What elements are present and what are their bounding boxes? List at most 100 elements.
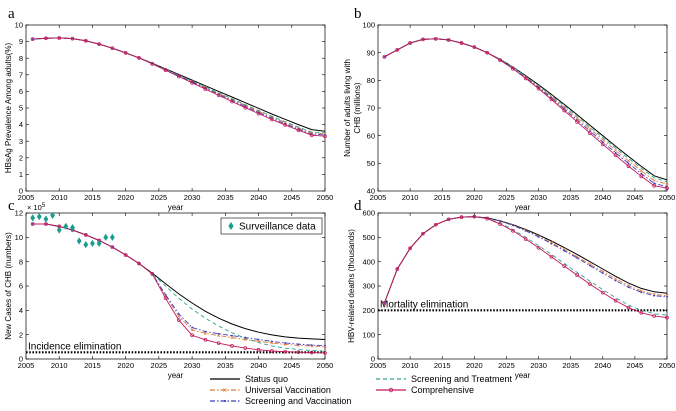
x-tick-label: 2030 (184, 193, 201, 202)
series-point-comprehensive (163, 296, 168, 301)
y-tick-label: 600 (362, 209, 375, 218)
legend-marker-universal-vaccination (223, 388, 227, 392)
series-point-comprehensive (110, 46, 115, 51)
series-point-comprehensive (123, 51, 128, 55)
y-tick-label: 6 (19, 282, 23, 291)
surveillance-point (109, 233, 115, 241)
series-point-comprehensive (472, 45, 477, 49)
series-point-screening-and-vaccination (627, 286, 630, 289)
series-point-screening-and-vaccination (284, 342, 287, 344)
panel-label: a (8, 6, 15, 22)
series-point-comprehensive (511, 66, 515, 71)
plot-frame (25, 24, 326, 192)
series-point-screening-and-vaccination (653, 182, 656, 185)
surveillance-point (63, 222, 69, 230)
series-point-comprehensive (433, 36, 438, 41)
x-tick-label: 2045 (627, 193, 644, 202)
y-tick-label: 2 (19, 153, 23, 162)
x-tick-label: 2015 (434, 361, 451, 370)
series-point-comprehensive (97, 42, 101, 46)
series-point-comprehensive (485, 216, 490, 221)
series-line-status-quo (383, 216, 668, 304)
series-point-comprehensive (665, 315, 669, 320)
series-point-comprehensive (283, 349, 287, 354)
series-point-screening-and-vaccination (177, 313, 180, 315)
series-point-screening-and-vaccination (601, 272, 604, 275)
series-point-comprehensive (536, 86, 541, 91)
series-point-comprehensive (562, 264, 567, 268)
series-point-screening-and-vaccination (627, 162, 630, 165)
x-tick-label: 2005 (370, 361, 387, 370)
series-point-comprehensive (110, 245, 115, 249)
legend-label-status-quo: Status quo (245, 374, 288, 384)
series-point-comprehensive (446, 38, 451, 42)
x-tick-label: 2005 (18, 193, 35, 202)
series-point-comprehensive (523, 237, 528, 241)
x-tick-label: 2040 (594, 361, 611, 370)
series-point-screening-and-vaccination (204, 330, 207, 333)
panel-label: b (354, 6, 362, 22)
series-point-comprehensive (652, 183, 657, 188)
y-tick-label: 100 (362, 21, 375, 30)
series-point-screening-and-vaccination (244, 336, 247, 339)
panel-d: d 2005 2010 2015 2020 2025 2030 2035 2040 2045 205… (347, 198, 675, 380)
series-point-screening-and-vaccination (324, 344, 326, 347)
y-tick-label: 4 (19, 120, 23, 129)
series-point-screening-and-vaccination (297, 343, 300, 346)
surveillance-point (76, 237, 82, 245)
y-tick-label: 12 (15, 209, 23, 218)
series-point-comprehensive (600, 142, 605, 147)
series-point-universal-vaccination (177, 314, 181, 318)
series-point-universal-vaccination (203, 331, 207, 335)
series-line-status-quo (384, 38, 668, 181)
surveillance-point (36, 213, 42, 221)
x-tick-label: 2035 (217, 361, 234, 370)
series-point-comprehensive (446, 217, 451, 222)
y-tick-label: 10 (15, 233, 23, 242)
series-point-screening-and-vaccination (640, 291, 643, 294)
x-tick-label: 2020 (117, 193, 134, 202)
surveillance-legend-marker (228, 222, 234, 230)
series-point-comprehensive (163, 68, 168, 73)
series-point-universal-vaccination (217, 334, 221, 338)
y-tick-label: 500 (362, 233, 375, 242)
series-point-comprehensive (382, 54, 387, 59)
y-tick-label: 2 (19, 330, 23, 339)
series-point-comprehensive (588, 131, 592, 136)
series-point-screening-and-vaccination (589, 264, 591, 267)
x-tick-label: 2025 (151, 193, 168, 202)
series-point-comprehensive (83, 233, 88, 237)
series-point-comprehensive (216, 341, 221, 346)
surveillance-point (70, 224, 75, 232)
series-point-comprehensive (639, 310, 644, 315)
surveillance-point (103, 233, 109, 241)
series-point-comprehensive (523, 76, 528, 81)
series-point-comprehensive (472, 214, 477, 219)
y-tick-label: 80 (367, 76, 375, 85)
y-tick-label: 300 (362, 282, 375, 291)
series-point-screening-and-vaccination (653, 294, 656, 297)
panel-b: b 2005 2010 2015 2020 2025 2030 2035 2040 2045 205… (343, 6, 675, 212)
y-tick-label: 4 (19, 306, 23, 315)
series-point-comprehensive (626, 164, 631, 168)
y-axis-label: CHB (millions) (353, 82, 362, 133)
x-tick-label: 2015 (84, 361, 101, 370)
y-axis-label: HBV-related deaths (thousands) (347, 229, 356, 343)
x-tick-label: 2020 (466, 361, 483, 370)
series-point-screening-and-vaccination (640, 172, 643, 175)
series-line-screening-and-vaccination (32, 37, 326, 136)
series-point-comprehensive (408, 41, 412, 45)
series-line-comprehensive (384, 38, 668, 189)
x-tick-label: 2025 (151, 361, 168, 370)
series-point-comprehensive (57, 36, 62, 40)
x-tick-label: 2015 (434, 193, 451, 202)
series-point-screening-and-vaccination (257, 338, 260, 341)
series-point-screening-and-vaccination (310, 344, 313, 347)
x-tick-label: 2010 (51, 193, 68, 202)
series-point-comprehensive (588, 282, 592, 286)
series-point-comprehensive (421, 37, 425, 42)
y-multiplier: × 105 (27, 203, 46, 212)
series-point-comprehensive (296, 350, 301, 355)
series-line-screening-and-treatment (32, 37, 326, 134)
